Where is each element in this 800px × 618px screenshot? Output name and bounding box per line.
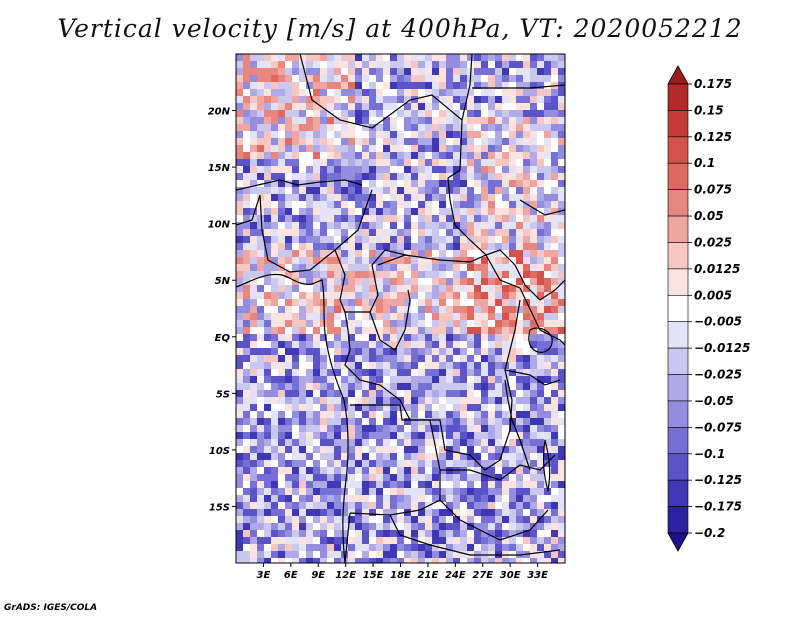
colorbar-segment <box>667 162 689 190</box>
colorbar-label: 0.075 <box>694 183 732 197</box>
border-namibia <box>344 512 351 563</box>
colorbar-label: 0.0125 <box>694 262 740 276</box>
border-southern <box>389 514 561 556</box>
lat-tick-label: 10S <box>209 446 230 457</box>
colorbar-label: −0.05 <box>694 394 734 408</box>
lake-malawi <box>542 439 551 493</box>
lon-tick-label: 21E <box>418 570 439 581</box>
border-zambia <box>440 454 556 481</box>
colorbar-top-arrow <box>667 65 689 85</box>
colorbar-segment <box>667 215 689 243</box>
border-east <box>514 264 565 301</box>
lon-tick-label: 9E <box>311 570 325 581</box>
lon-tick-label: 30E <box>500 570 521 581</box>
colorbar-segment <box>667 268 689 296</box>
colorbar-segment <box>667 294 689 323</box>
lake-victoria <box>528 327 553 353</box>
colorbar-segment <box>667 347 689 375</box>
border-congo <box>369 289 411 351</box>
lat-tick-label: 20N <box>208 107 231 118</box>
colorbar-segment <box>667 453 689 481</box>
border-tanzania <box>504 369 561 386</box>
country-borders <box>236 54 565 563</box>
colorbar-label: −0.1 <box>694 447 725 461</box>
colorbar-label: 0.15 <box>694 103 724 117</box>
colorbar-label: 0.1 <box>694 156 715 170</box>
colorbar-segment <box>667 83 689 111</box>
lon-tick-label: 33E <box>527 570 548 581</box>
border-drc <box>344 299 521 471</box>
lat-tick-label: EQ <box>215 333 231 344</box>
colorbar-label: −0.175 <box>694 500 742 514</box>
colorbar-segment <box>667 479 689 507</box>
border-sudan-north <box>461 54 473 121</box>
latitude-axis: 20N 15N 10N 5N EQ 5S 10S 15S <box>208 107 236 513</box>
border-ethiopia <box>519 199 565 216</box>
lat-tick-label: 5N <box>215 276 231 287</box>
colorbar: 0.175 0.15 0.125 0.1 0.075 0.05 0.025 0.0125 0.0… <box>667 65 750 552</box>
coastline <box>236 273 349 563</box>
border-west <box>236 194 261 226</box>
colorbar-segment <box>667 110 689 138</box>
border-nigeria <box>259 189 373 273</box>
velocity-field <box>236 54 565 563</box>
colorbar-label: −0.025 <box>694 368 742 382</box>
colorbar-label: −0.0125 <box>694 341 750 355</box>
lon-tick-label: 12E <box>335 570 356 581</box>
colorbar-segment <box>667 136 689 164</box>
colorbar-segment <box>667 427 689 455</box>
grads-credit: GrADS: IGES/COLA <box>4 603 98 613</box>
colorbar-label: 0.125 <box>694 130 732 144</box>
colorbar-segment <box>667 400 689 428</box>
lon-tick-label: 24E <box>445 570 466 581</box>
longitude-axis: 3E 6E 9E 12E 15E 18E 21E 24E 27E 30E 33E <box>257 563 548 581</box>
lat-tick-label: 5S <box>216 389 230 400</box>
border-zimbabwe <box>439 499 549 541</box>
colorbar-segment <box>667 321 689 349</box>
border-egypt <box>472 84 565 89</box>
border-libya <box>299 54 463 179</box>
colorbar-label: 0.175 <box>694 77 732 91</box>
colorbar-label: −0.075 <box>694 420 742 434</box>
lat-tick-label: 15N <box>208 163 231 174</box>
lon-tick-label: 27E <box>472 570 493 581</box>
colorbar-label: 0.005 <box>694 288 732 302</box>
colorbar-segment <box>667 374 689 402</box>
lon-tick-label: 15E <box>363 570 384 581</box>
colorbar-segment <box>667 189 689 217</box>
lat-tick-label: 15S <box>209 502 230 513</box>
colorbar-segment <box>667 242 689 270</box>
colorbar-segment <box>667 506 689 534</box>
chart-title: Vertical velocity [m/s] at 400hPa, VT: 2… <box>57 14 743 43</box>
colorbar-label: −0.005 <box>694 315 742 329</box>
lon-tick-label: 6E <box>284 570 298 581</box>
lon-tick-label: 18E <box>390 570 411 581</box>
lon-tick-label: 3E <box>257 570 271 581</box>
colorbar-label: 0.025 <box>694 235 732 249</box>
border-lakes <box>504 379 531 471</box>
colorbar-label: −0.125 <box>694 473 742 487</box>
colorbar-bottom-arrow <box>667 532 689 552</box>
border-north-africa <box>236 179 363 191</box>
border-car <box>377 254 521 289</box>
lat-tick-label: 10N <box>208 220 231 231</box>
colorbar-label: −0.2 <box>694 526 725 540</box>
border-chad-sudan <box>447 177 516 266</box>
colorbar-label: 0.05 <box>694 209 724 223</box>
